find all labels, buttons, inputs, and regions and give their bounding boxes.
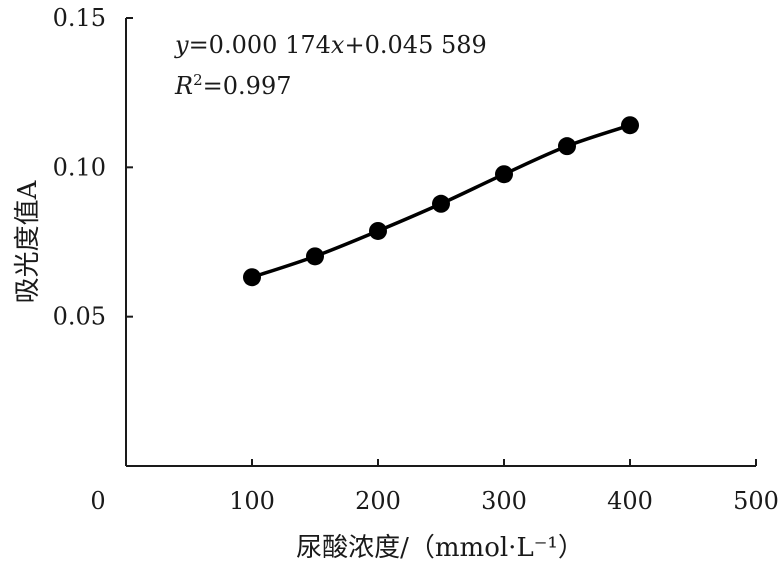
y-axis-title: 吸光度值A bbox=[13, 179, 43, 303]
x-tick-label: 100 bbox=[229, 487, 275, 515]
data-point bbox=[306, 247, 324, 266]
axis-ticks: 0 100 200 300 400 500 0.05 0.10 0.15 bbox=[53, 4, 779, 515]
x-tick-label: 200 bbox=[355, 487, 401, 515]
x-tick-label: 400 bbox=[607, 487, 653, 515]
x-axis-title: 尿酸浓度/（mmol·L⁻¹） bbox=[296, 533, 584, 563]
data-point bbox=[432, 194, 450, 213]
data-point bbox=[495, 165, 513, 184]
annotations: y=0.000 174x+0.045 589 R2=0.997 bbox=[174, 31, 487, 100]
data-point bbox=[558, 137, 576, 156]
x-tick-label: 300 bbox=[481, 487, 527, 515]
data-series bbox=[243, 116, 639, 287]
y-tick-label: 0.05 bbox=[53, 303, 106, 331]
r-squared-label: R2=0.997 bbox=[174, 71, 292, 100]
x-tick-label: 500 bbox=[733, 487, 779, 515]
axes bbox=[125, 18, 756, 467]
data-point bbox=[621, 116, 639, 135]
y-tick-label: 0.15 bbox=[53, 4, 106, 32]
data-point bbox=[369, 221, 387, 240]
data-point bbox=[243, 268, 261, 287]
y-tick-label: 0.10 bbox=[53, 153, 106, 181]
x-tick-label: 0 bbox=[90, 487, 105, 515]
regression-equation: y=0.000 174x+0.045 589 bbox=[174, 31, 487, 59]
